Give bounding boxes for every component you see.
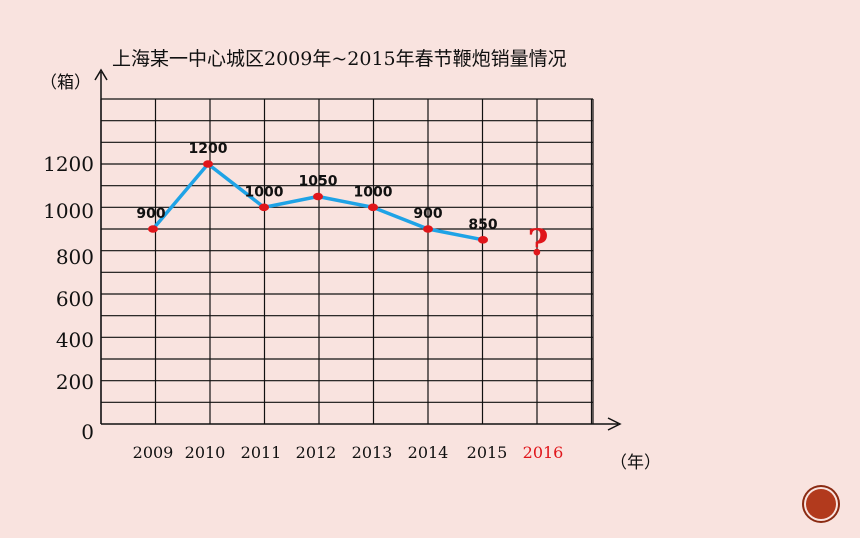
x-axis-arrow (607, 417, 622, 431)
data-label: 1200 (189, 141, 228, 157)
data-label: 1000 (245, 184, 284, 200)
y-axis-label: （箱） (40, 73, 91, 93)
data-label: 1050 (299, 174, 338, 190)
chart-title: 上海某一中心城区2009年~2015年春节鞭炮销量情况 (112, 48, 567, 70)
data-point (368, 203, 378, 212)
x-tick-label: 2009 (133, 443, 174, 462)
data-label: 900 (136, 206, 165, 222)
y-tick-label: 200 (56, 370, 94, 394)
x-axis-label: （年） (610, 453, 661, 473)
data-label: 1000 (354, 184, 393, 200)
y-tick-label: 600 (56, 287, 94, 311)
data-point (478, 236, 488, 244)
x-tick-label: 2016 (523, 443, 564, 462)
y-tick-label: 1000 (43, 199, 94, 223)
x-tick-label: 2013 (352, 443, 393, 462)
y-tick-label: 1200 (43, 152, 94, 176)
data-label: 900 (413, 206, 442, 222)
data-point (259, 203, 269, 212)
x-tick-label: 2010 (185, 443, 226, 462)
y-tick-label: 400 (56, 328, 94, 352)
data-point (148, 225, 158, 233)
x-tick-label: 2011 (241, 443, 282, 462)
unknown-value-question-mark: ? (527, 222, 548, 264)
y-tick-label: 0 (81, 420, 94, 444)
data-point (203, 160, 213, 168)
y-axis-arrow (94, 68, 108, 81)
data-point (423, 225, 433, 233)
next-slide-button[interactable] (806, 489, 836, 519)
x-tick-label: 2014 (408, 443, 449, 462)
x-tick-label: 2012 (296, 443, 337, 462)
data-point (313, 192, 323, 201)
data-label: 850 (468, 217, 497, 233)
y-tick-label: 800 (56, 245, 94, 269)
x-tick-label: 2015 (467, 443, 508, 462)
